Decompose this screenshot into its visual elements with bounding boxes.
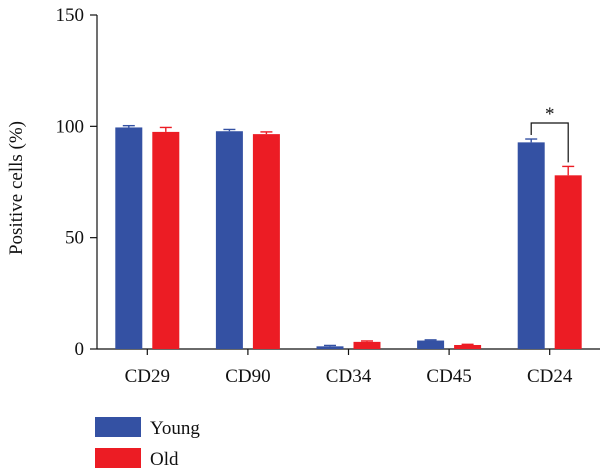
bar-young-cd29 <box>115 127 143 350</box>
significance-star: * <box>545 104 555 125</box>
x-tick-label: CD34 <box>326 366 372 387</box>
significance-bracket <box>530 122 569 163</box>
bar-old-cd45 <box>454 344 482 349</box>
bars <box>115 124 582 350</box>
annotations: * <box>530 104 569 163</box>
y-axis-title: Positive cells (%) <box>6 121 27 255</box>
legend-label-old: Old <box>150 449 179 470</box>
x-axis: CD29 CD90 CD34 CD45 CD24 <box>97 348 600 387</box>
x-tick-label: CD45 <box>426 366 471 387</box>
x-tick-label: CD90 <box>225 366 270 387</box>
bar-young-cd34 <box>316 346 344 349</box>
bar-old-cd29 <box>152 131 180 349</box>
y-tick-label: 150 <box>56 5 85 26</box>
y-tick-label: 0 <box>75 339 85 360</box>
legend-label-young: Young <box>150 418 200 439</box>
y-axis: 0 50 100 150 <box>56 5 98 360</box>
y-tick-label: 50 <box>65 228 84 249</box>
legend: Young Old <box>95 417 200 470</box>
bar-young-cd24 <box>517 142 545 349</box>
legend-swatch-young <box>95 417 141 437</box>
x-tick-label: CD24 <box>527 366 573 387</box>
bar-old-cd34 <box>353 341 381 349</box>
legend-swatch-old <box>95 448 141 468</box>
bar-young-cd45 <box>417 340 445 349</box>
y-tick-label: 100 <box>56 116 85 137</box>
bar-old-cd24 <box>554 175 582 349</box>
x-tick-label: CD29 <box>125 366 170 387</box>
bar-young-cd90 <box>215 131 243 349</box>
bar-old-cd90 <box>252 134 280 349</box>
